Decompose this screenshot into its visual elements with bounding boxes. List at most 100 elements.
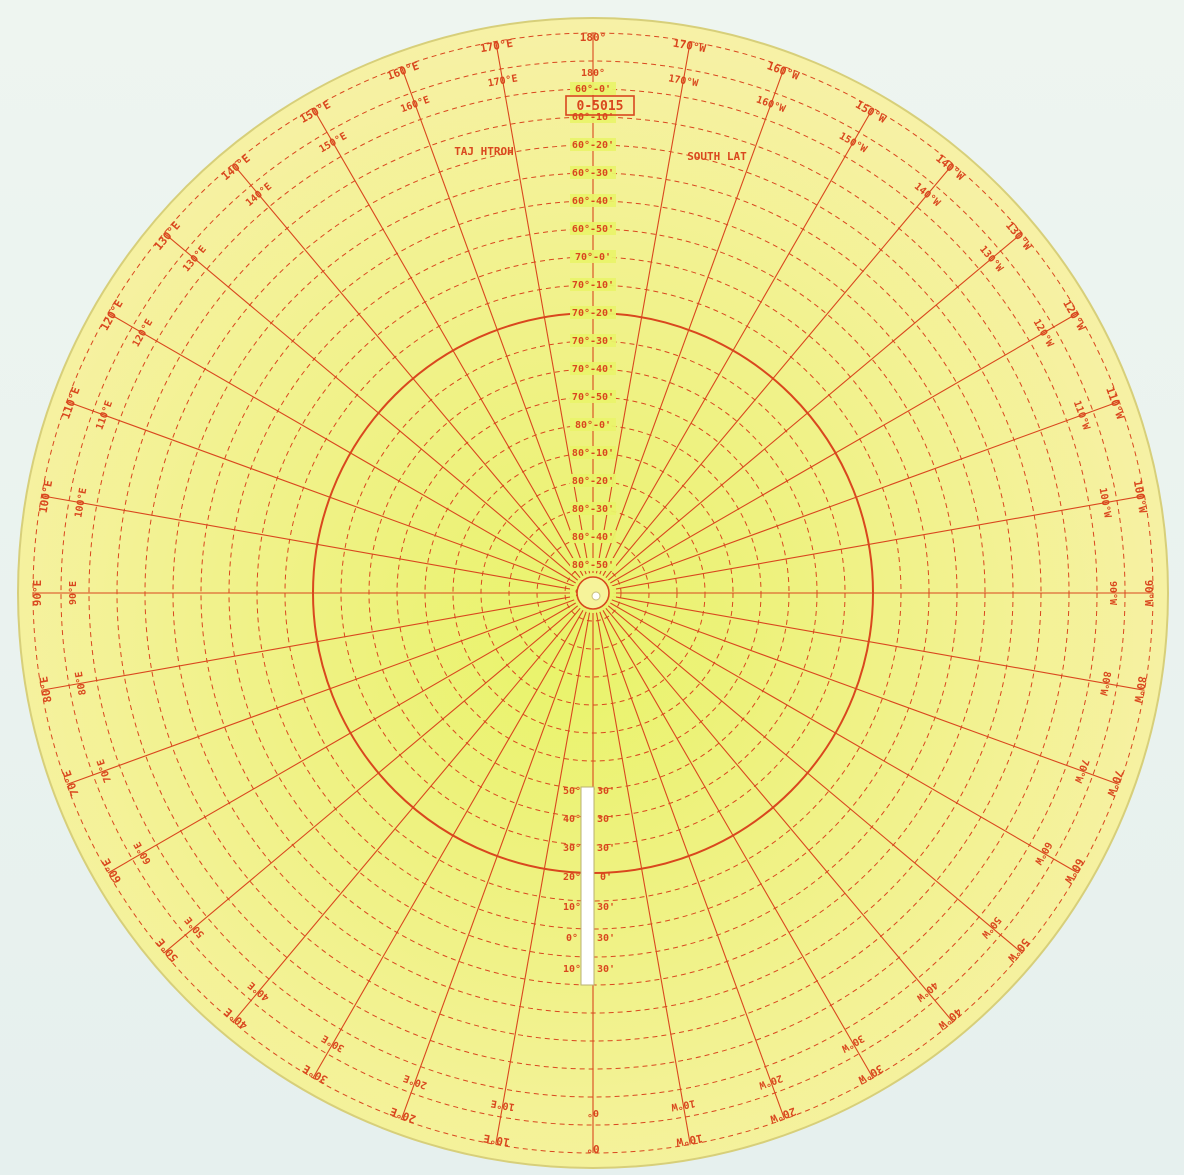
meridian-line bbox=[611, 400, 1120, 587]
rim-label-outer: 80°E bbox=[37, 675, 54, 703]
meridian-line bbox=[495, 612, 591, 1145]
slot-right-label: 30' bbox=[597, 814, 615, 825]
part-number-box: 0-5015 bbox=[565, 95, 635, 116]
slot-right-label: 30' bbox=[597, 902, 615, 913]
rim-label-inner: 170°W bbox=[667, 73, 700, 89]
slot-left-label: 10° bbox=[563, 902, 581, 913]
rim-label-outer: 180° bbox=[580, 31, 607, 44]
slot-right-label: 30' bbox=[597, 786, 615, 797]
slot-right-label: 30' bbox=[597, 933, 615, 944]
latitude-label: 70°-40' bbox=[572, 364, 614, 375]
latitude-label-backing bbox=[570, 82, 616, 95]
meridian-line bbox=[610, 602, 1079, 874]
latitude-label-backing bbox=[570, 138, 616, 151]
rim-label-inner: 10°W bbox=[669, 1097, 696, 1112]
latitude-label-backing bbox=[570, 334, 616, 347]
slot-left-label: 10° bbox=[563, 964, 581, 975]
latitude-label: 60°-30' bbox=[572, 168, 614, 179]
meridian-line bbox=[607, 605, 1023, 954]
latitude-scale: 90°-0'80°-50'80°-40'80°-30'80°-20'80°-10… bbox=[570, 82, 616, 599]
slot-left-label: 30° bbox=[563, 843, 581, 854]
rim-label-inner: 0° bbox=[587, 1107, 599, 1118]
latitude-label: 80°-0' bbox=[575, 420, 611, 431]
latitude-label: 80°-10' bbox=[572, 448, 614, 459]
meridian-line bbox=[612, 495, 1145, 591]
latitude-label: 60°-20' bbox=[572, 140, 614, 151]
slot-right-label: 30' bbox=[597, 964, 615, 975]
latitude-label: 70°-0' bbox=[575, 252, 611, 263]
rim-label-inner: 90°E bbox=[68, 581, 79, 605]
rim-label-inner: 90°W bbox=[1107, 581, 1118, 606]
part-number: 0-5015 bbox=[577, 99, 624, 114]
rim-label-outer: 170°W bbox=[672, 37, 707, 56]
latitude-label-backing bbox=[570, 194, 616, 207]
meridian-line bbox=[400, 611, 587, 1120]
rim-label-outer: 170°E bbox=[479, 37, 514, 56]
right-caption: SOUTH LAT bbox=[687, 150, 747, 163]
meridian-line bbox=[41, 595, 574, 691]
slot-scale: 50° 40° 30° 20° 10° 0° 10° 30' 30' 30' 0' 30' 30' 30' bbox=[563, 786, 615, 986]
latitude-label-backing bbox=[570, 166, 616, 179]
slot-left-label: 50° bbox=[563, 786, 581, 797]
latitude-label-backing bbox=[570, 110, 616, 123]
center-pin bbox=[591, 591, 601, 601]
rim-label-inner: 100°E bbox=[73, 487, 89, 519]
latitude-label: 60°-0' bbox=[575, 84, 611, 95]
latitude-label: 70°-30' bbox=[572, 336, 614, 347]
latitude-label-backing bbox=[570, 418, 616, 431]
meridian-line bbox=[107, 602, 576, 874]
latitude-label-backing bbox=[570, 502, 616, 515]
slot-left-label: 0° bbox=[566, 933, 578, 944]
meridian-line bbox=[107, 312, 576, 584]
meridian-line bbox=[599, 611, 786, 1120]
rim-label-outer: 100°E bbox=[37, 479, 56, 514]
rim-label-inner: 10°E bbox=[490, 1097, 516, 1112]
latitude-label-backing bbox=[570, 250, 616, 263]
meridian-line bbox=[232, 607, 581, 1023]
meridian-line bbox=[312, 610, 584, 1079]
rim-label-inner: 170°E bbox=[487, 73, 519, 89]
latitude-label: 80°-30' bbox=[572, 504, 614, 515]
latitude-label: 60°-40' bbox=[572, 196, 614, 207]
meridian-line bbox=[602, 610, 874, 1079]
latitude-label-backing bbox=[570, 306, 616, 319]
meridian-line bbox=[599, 66, 786, 575]
meridian-line bbox=[66, 599, 575, 786]
meridian-line bbox=[232, 163, 581, 579]
left-caption: TAJ HTROH bbox=[454, 145, 514, 158]
latitude-label: 70°-50' bbox=[572, 392, 614, 403]
rim-label-inner: 180° bbox=[581, 68, 605, 79]
latitude-label-backing bbox=[570, 530, 616, 543]
latitude-label: 70°-20' bbox=[572, 308, 614, 319]
rim-label-inner: 80°W bbox=[1097, 670, 1112, 697]
meridian-line bbox=[602, 107, 874, 576]
meridian-line bbox=[605, 607, 954, 1023]
rim-label-outer: 90°E bbox=[31, 580, 44, 607]
latitude-label-backing bbox=[570, 446, 616, 459]
meridian-spokes bbox=[33, 33, 1153, 1153]
latitude-label-backing bbox=[570, 474, 616, 487]
meridian-line bbox=[595, 612, 691, 1145]
rim-label-outer: 10°E bbox=[482, 1131, 510, 1148]
rim-label-outer: 90°W bbox=[1142, 580, 1155, 607]
latitude-label: 80°-20' bbox=[572, 476, 614, 487]
meridian-line bbox=[66, 400, 575, 587]
meridian-line bbox=[163, 605, 579, 954]
latitude-label: 70°-10' bbox=[572, 280, 614, 291]
slot-left-label: 20° bbox=[563, 872, 581, 883]
slot-left-label: 40° bbox=[563, 814, 581, 825]
meridian-line bbox=[400, 66, 587, 575]
latitude-label-backing bbox=[570, 222, 616, 235]
latitude-label-backing bbox=[570, 278, 616, 291]
meridian-line bbox=[605, 163, 954, 579]
latitude-label: 60°-50' bbox=[572, 224, 614, 235]
slot-right-label: 0' bbox=[600, 872, 612, 883]
meridian-line bbox=[611, 599, 1120, 786]
latitude-label-backing bbox=[570, 558, 616, 571]
slot-right-label: 30' bbox=[597, 843, 615, 854]
rim-label-outer: 0° bbox=[586, 1142, 599, 1155]
rim-label-inner: 80°E bbox=[74, 670, 89, 696]
rim-label-outer: 80°W bbox=[1131, 675, 1148, 704]
rim-label-inner: 100°W bbox=[1097, 487, 1113, 520]
